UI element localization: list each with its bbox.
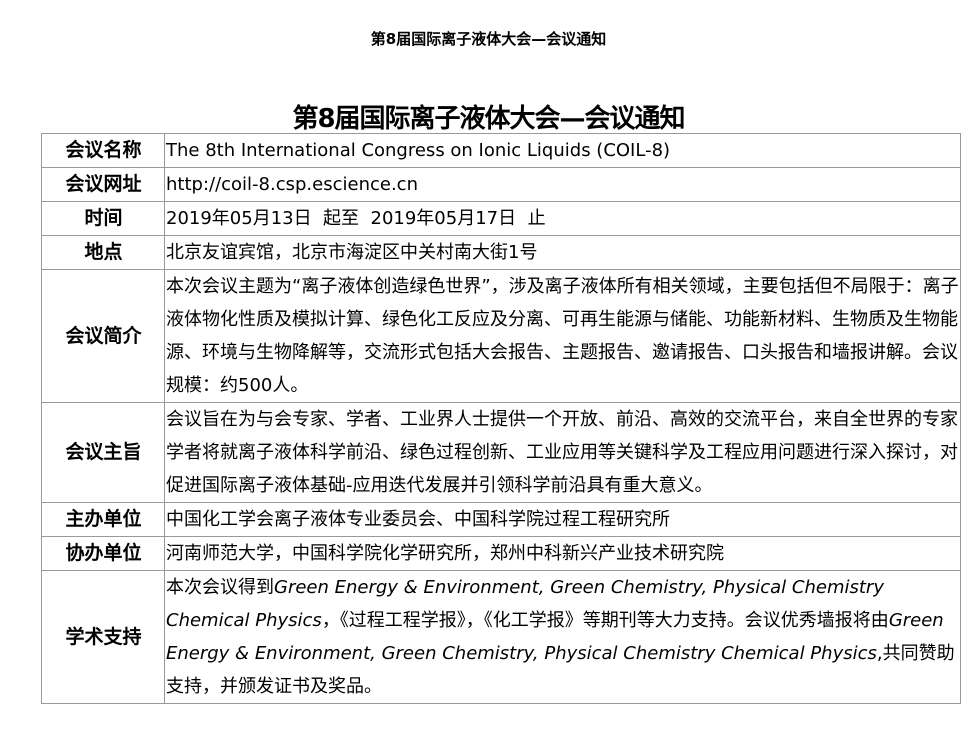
row-label: 会议简介 <box>41 269 165 403</box>
table-row-co-organizer: 协办单位 河南师范大学，中国科学院化学研究所，郑州中科新兴产业技术研究院 <box>41 536 961 571</box>
table-row-purpose: 会议主旨 会议旨在为与会专家、学者、工业界人士提供一个开放、前沿、高效的交流平台… <box>41 402 961 503</box>
row-label: 学术支持 <box>41 570 165 704</box>
notice-title: 第8届国际离子液体大会—会议通知 <box>292 104 685 134</box>
row-label: 时间 <box>41 201 165 236</box>
row-label: 地点 <box>41 235 165 270</box>
row-label: 会议主旨 <box>41 402 165 503</box>
row-label: 会议名称 <box>41 133 165 168</box>
row-value: 会议旨在为与会专家、学者、工业界人士提供一个开放、前沿、高效的交流平台，来自全世… <box>164 402 961 503</box>
row-label: 主办单位 <box>41 502 165 537</box>
text-segment: 本次会议得到 <box>166 577 274 598</box>
row-value: 本次会议得到Green Energy & Environment, Green … <box>164 570 961 704</box>
row-value: The 8th International Congress on Ionic … <box>164 133 961 168</box>
conference-info-table: 会议名称 The 8th International Congress on I… <box>41 133 961 704</box>
row-value: 北京友谊宾馆，北京市海淀区中关村南大街1号 <box>164 235 961 270</box>
website-link[interactable]: http://coil-8.csp.escience.cn <box>164 167 961 202</box>
text-segment: ，《过程工程学报》，《化工学报》等期刊等大力支持。会议优秀墙报将由 <box>321 610 889 631</box>
table-row-location: 地点 北京友谊宾馆，北京市海淀区中关村南大街1号 <box>41 235 961 270</box>
row-label: 会议网址 <box>41 167 165 202</box>
row-label: 协办单位 <box>41 536 165 571</box>
table-row-website: 会议网址 http://coil-8.csp.escience.cn <box>41 167 961 202</box>
journal-names: Green Energy & Environment, Green Chemis… <box>166 577 884 631</box>
text-segment: ,共同赞助支持，并颁发证书及奖品。 <box>166 643 955 697</box>
table-row-time: 时间 2019年05月13日 起至 2019年05月17日 止 <box>41 201 961 236</box>
row-value: 2019年05月13日 起至 2019年05月17日 止 <box>164 201 961 236</box>
table-row-academic-support: 学术支持 本次会议得到Green Energy & Environment, G… <box>41 570 961 704</box>
row-value: 中国化工学会离子液体专业委员会、中国科学院过程工程研究所 <box>164 502 961 537</box>
row-value: 河南师范大学，中国科学院化学研究所，郑州中科新兴产业技术研究院 <box>164 536 961 571</box>
journal-names: Green Energy & Environment, Green Chemis… <box>166 610 944 664</box>
page-header: 第8届国际离子液体大会—会议通知 <box>370 30 607 48</box>
row-value: 本次会议主题为“离子液体创造绿色世界”，涉及离子液体所有相关领域，主要包括但不局… <box>164 269 961 403</box>
table-row-intro: 会议简介 本次会议主题为“离子液体创造绿色世界”，涉及离子液体所有相关领域，主要… <box>41 269 961 403</box>
table-row-organizer: 主办单位 中国化工学会离子液体专业委员会、中国科学院过程工程研究所 <box>41 502 961 537</box>
table-row-name: 会议名称 The 8th International Congress on I… <box>41 133 961 168</box>
